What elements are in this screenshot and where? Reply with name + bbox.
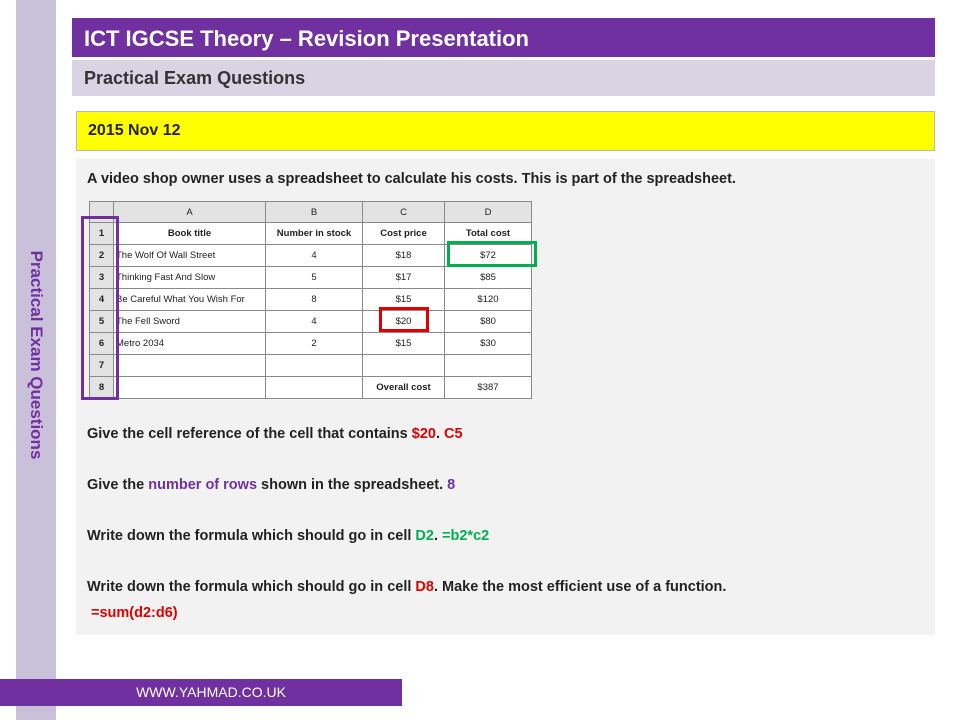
row-numbers-highlight bbox=[81, 216, 119, 400]
table-cell: Thinking Fast And Slow bbox=[113, 266, 266, 289]
overall-cost-label: Overall cost bbox=[362, 376, 445, 399]
table-cell: $17 bbox=[362, 266, 445, 289]
overall-cost-value: $387 bbox=[444, 376, 532, 399]
table-cell: $30 bbox=[444, 332, 532, 355]
table-row: 2 The Wolf Of Wall Street 4 $18 $72 bbox=[89, 244, 532, 267]
row-number: 4 bbox=[89, 288, 114, 311]
table-cell: Number in stock bbox=[265, 222, 363, 245]
cell-c5-highlight bbox=[379, 307, 429, 332]
question-3-highlight: D2 bbox=[415, 528, 434, 544]
table-cell: Metro 2034 bbox=[113, 332, 266, 355]
table-cell: 2 bbox=[265, 332, 363, 355]
row-number: 7 bbox=[89, 354, 114, 377]
column-header: D bbox=[444, 201, 532, 223]
side-bar bbox=[16, 0, 56, 720]
side-label: Practical Exam Questions bbox=[27, 250, 46, 460]
question-2-highlight: number of rows bbox=[148, 477, 258, 493]
table-cell: $15 bbox=[362, 332, 445, 355]
question-3-sep: . bbox=[433, 528, 443, 544]
question-2: Give the number of rows shown in the spr… bbox=[87, 477, 455, 493]
table-cell: Cost price bbox=[362, 222, 445, 245]
table-cell bbox=[362, 354, 445, 377]
page-title: ICT IGCSE Theory – Revision Presentation bbox=[72, 18, 935, 57]
table-cell bbox=[265, 376, 363, 399]
question-1: Give the cell reference of the cell that… bbox=[87, 426, 463, 442]
question-4-highlight: D8 bbox=[415, 579, 434, 595]
table-row: 7 bbox=[89, 354, 532, 377]
question-4-text: Write down the formula which should go i… bbox=[87, 579, 416, 595]
column-header-row: A B C D bbox=[89, 201, 532, 223]
row-number: 2 bbox=[89, 244, 114, 267]
question-1-answer: C5 bbox=[444, 426, 463, 442]
table-cell bbox=[113, 354, 266, 377]
table-cell: $18 bbox=[362, 244, 445, 267]
cell-d2-highlight bbox=[447, 241, 537, 267]
column-header: C bbox=[362, 201, 445, 223]
table-cell: The Fell Sword bbox=[113, 310, 266, 333]
page-subtitle: Practical Exam Questions bbox=[72, 60, 935, 96]
table-cell bbox=[444, 354, 532, 377]
question-1-sep: . bbox=[435, 426, 445, 442]
question-1-text: Give the cell reference of the cell that… bbox=[87, 426, 412, 442]
table-cell: 5 bbox=[265, 266, 363, 289]
table-cell: The Wolf Of Wall Street bbox=[113, 244, 266, 267]
row-number: 8 bbox=[89, 376, 114, 399]
table-cell: $120 bbox=[444, 288, 532, 311]
content-panel: A video shop owner uses a spreadsheet to… bbox=[76, 159, 935, 635]
question-3: Write down the formula which should go i… bbox=[87, 528, 489, 544]
table-row: 6 Metro 2034 2 $15 $30 bbox=[89, 332, 532, 355]
table-cell: $85 bbox=[444, 266, 532, 289]
exam-date: 2015 Nov 12 bbox=[76, 111, 935, 151]
intro-text: A video shop owner uses a spreadsheet to… bbox=[87, 171, 736, 187]
column-header: B bbox=[265, 201, 363, 223]
spreadsheet: A B C D 1 Book title Number in stock Cos… bbox=[89, 201, 532, 399]
column-header: A bbox=[113, 201, 266, 223]
question-1-highlight: $20 bbox=[411, 426, 436, 442]
question-3-text: Write down the formula which should go i… bbox=[87, 528, 416, 544]
table-row: 5 The Fell Sword 4 $20 $80 bbox=[89, 310, 532, 333]
table-row: 4 Be Careful What You Wish For 8 $15 $12… bbox=[89, 288, 532, 311]
table-row: 8 Overall cost $387 bbox=[89, 376, 532, 399]
question-4-post: . Make the most efficient use of a funct… bbox=[433, 579, 727, 595]
table-cell bbox=[265, 354, 363, 377]
question-3-answer: =b2*c2 bbox=[442, 528, 490, 544]
question-2-post: shown in the spreadsheet. bbox=[257, 477, 448, 493]
question-4: Write down the formula which should go i… bbox=[87, 579, 726, 595]
question-2-pre: Give the bbox=[87, 477, 149, 493]
table-cell bbox=[113, 376, 266, 399]
table-cell: 4 bbox=[265, 244, 363, 267]
table-row: 3 Thinking Fast And Slow 5 $17 $85 bbox=[89, 266, 532, 289]
table-cell: Book title bbox=[113, 222, 266, 245]
table-cell: Be Careful What You Wish For bbox=[113, 288, 266, 311]
question-2-answer: 8 bbox=[447, 477, 456, 493]
question-4-answer: =sum(d2:d6) bbox=[91, 605, 178, 621]
table-cell: 8 bbox=[265, 288, 363, 311]
table-cell: 4 bbox=[265, 310, 363, 333]
footer-website: WWW.YAHMAD.CO.UK bbox=[0, 679, 402, 706]
table-cell: $80 bbox=[444, 310, 532, 333]
